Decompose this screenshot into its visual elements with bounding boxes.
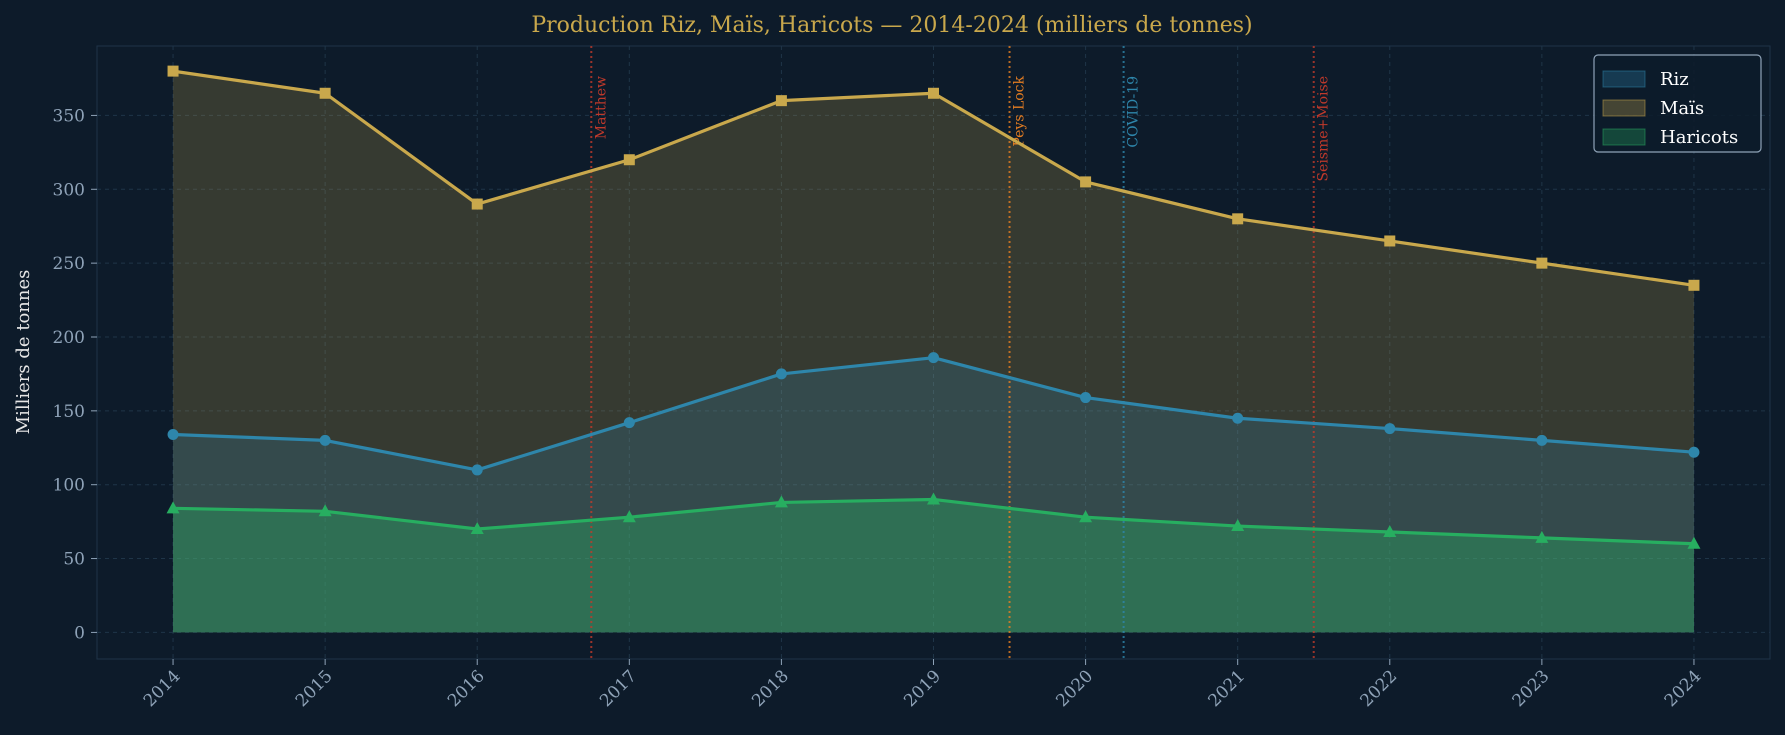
event-label: COVID-19 bbox=[1126, 76, 1142, 148]
event-label: Peys Lock bbox=[1012, 75, 1028, 146]
point-riz bbox=[319, 434, 331, 446]
legend-swatch bbox=[1602, 70, 1646, 88]
x-tick-label: 2022 bbox=[1357, 666, 1402, 711]
x-tick-label: 2021 bbox=[1204, 666, 1249, 711]
x-tick-label: 2024 bbox=[1661, 666, 1706, 711]
y-axis-label: Milliers de tonnes bbox=[13, 270, 34, 435]
point-haricots bbox=[774, 495, 788, 508]
point-haricots bbox=[166, 501, 180, 514]
point-mas bbox=[1536, 257, 1548, 269]
point-haricots bbox=[1231, 519, 1245, 532]
point-haricots bbox=[318, 504, 332, 517]
y-tick-label: 0 bbox=[74, 623, 85, 643]
point-mas bbox=[1080, 176, 1092, 188]
y-tick-label: 350 bbox=[53, 106, 85, 126]
point-riz bbox=[775, 368, 787, 380]
point-mas bbox=[928, 87, 939, 99]
point-mas bbox=[471, 198, 483, 210]
point-riz bbox=[1688, 446, 1700, 458]
point-riz bbox=[1232, 412, 1244, 424]
event-label: Matthew bbox=[593, 76, 609, 139]
point-riz bbox=[1384, 423, 1396, 435]
y-tick-label: 200 bbox=[53, 328, 85, 348]
legend-box bbox=[1593, 54, 1762, 153]
y-tick-label: 300 bbox=[53, 180, 85, 200]
point-mas bbox=[1232, 213, 1244, 225]
point-riz bbox=[623, 417, 635, 429]
x-tick-label: 2016 bbox=[444, 666, 489, 711]
point-haricots bbox=[1535, 530, 1549, 543]
y-tick-label: 50 bbox=[63, 550, 85, 570]
x-tick-label: 2014 bbox=[140, 666, 185, 711]
point-riz bbox=[928, 352, 939, 364]
legend-swatch bbox=[1602, 99, 1646, 117]
x-tick-label: 2019 bbox=[900, 666, 945, 711]
legend-label: Maïs bbox=[1660, 98, 1704, 119]
event-label: Seisme+Moise bbox=[1316, 76, 1332, 182]
point-mas bbox=[1688, 279, 1700, 291]
point-mas bbox=[623, 154, 635, 166]
point-mas bbox=[167, 65, 179, 77]
point-haricots bbox=[1383, 524, 1397, 537]
y-tick-label: 150 bbox=[53, 402, 85, 422]
legend: Riz Maïs Haricots bbox=[1593, 54, 1762, 153]
y-tick-label: 250 bbox=[53, 254, 85, 274]
x-tick-label: 2018 bbox=[748, 666, 793, 711]
x-tick-label: 2023 bbox=[1509, 666, 1554, 711]
point-haricots bbox=[1687, 536, 1701, 549]
point-mas bbox=[1384, 235, 1396, 247]
point-haricots bbox=[470, 522, 484, 535]
point-haricots bbox=[1079, 510, 1093, 523]
x-tick-label: 2020 bbox=[1052, 666, 1097, 711]
point-mas bbox=[319, 87, 331, 99]
y-tick-label: 100 bbox=[53, 476, 85, 496]
point-mas bbox=[775, 95, 787, 107]
point-riz bbox=[471, 464, 483, 476]
x-tick-label: 2017 bbox=[596, 666, 641, 711]
x-tick-label: 2015 bbox=[292, 666, 337, 711]
chart-title: Production Riz, Maïs, Haricots — 2014-20… bbox=[531, 13, 1252, 38]
point-riz bbox=[167, 428, 179, 440]
point-haricots bbox=[622, 510, 636, 523]
point-riz bbox=[1536, 434, 1548, 446]
point-riz bbox=[1080, 392, 1092, 404]
legend-label: Riz bbox=[1660, 69, 1689, 90]
legend-swatch bbox=[1602, 128, 1646, 146]
legend-label: Haricots bbox=[1660, 127, 1738, 148]
point-haricots bbox=[927, 492, 940, 505]
